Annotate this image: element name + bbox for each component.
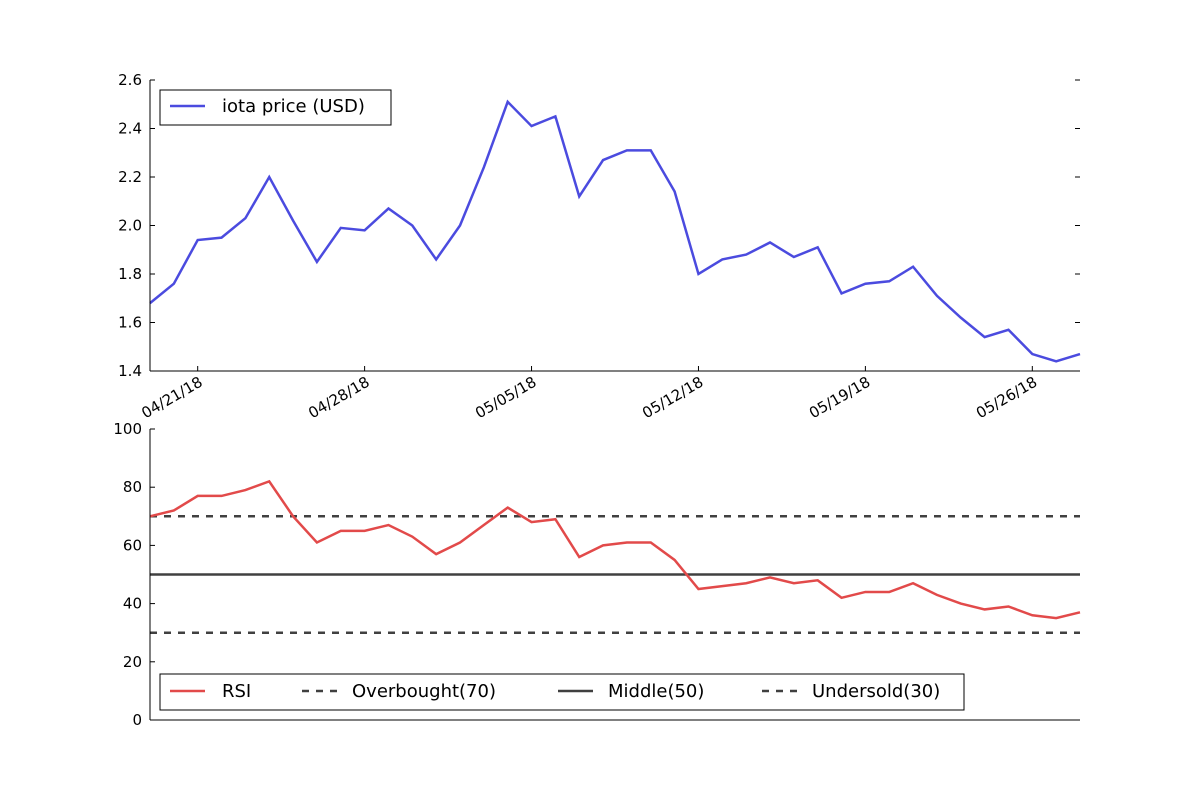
rsi-series-line <box>149 479 1081 620</box>
rsi-y-tick-label: 0 <box>132 711 142 729</box>
price-y-tick-label: 2.4 <box>118 120 142 138</box>
price-legend: iota price (USD) <box>159 89 392 126</box>
price-y-tick-label: 1.4 <box>118 362 142 380</box>
price-x-tick-label: 05/26/18 <box>973 373 1040 422</box>
undersold-legend-label: Undersold(30) <box>812 681 940 702</box>
price-x-tick-label: 05/12/18 <box>639 373 706 422</box>
price-y-tick-label: 2.0 <box>118 217 142 235</box>
rsi-y-tick-label: 80 <box>123 478 142 496</box>
price-y-tick-label: 1.8 <box>118 265 142 283</box>
rsi-chart-panel: 0 20 40 60 80 100 RSI Overbought(70) Middle(5… <box>113 420 1081 729</box>
rsi-y-tick-label: 20 <box>123 653 142 671</box>
price-y-tick-label: 2.6 <box>118 71 142 89</box>
price-x-tick-label: 05/19/18 <box>806 373 873 422</box>
rsi-legend: RSI Overbought(70) Middle(50) Undersold(… <box>159 673 965 711</box>
price-series-line <box>149 99 1081 363</box>
price-legend-box <box>159 89 392 126</box>
rsi-y-tick-label: 60 <box>123 536 142 554</box>
price-x-tick-label: 04/21/18 <box>138 373 205 422</box>
price-legend-label: iota price (USD) <box>222 96 365 117</box>
price-y-axis-ticks: 1.4 1.6 1.8 2.0 2.2 2.4 2.6 <box>118 71 1080 380</box>
middle-legend-label: Middle(50) <box>608 681 704 702</box>
rsi-y-tick-label: 100 <box>113 420 142 438</box>
price-chart-panel: 1.4 1.6 1.8 2.0 2.2 2.4 2.6 04/21/18 04/28/18 05… <box>118 71 1081 422</box>
price-x-axis-ticks: 04/21/18 04/28/18 05/05/18 05/12/18 05/19/18… <box>138 366 1040 422</box>
price-x-tick-label: 04/28/18 <box>305 373 372 422</box>
overbought-legend-label: Overbought(70) <box>352 681 496 702</box>
rsi-y-axis-ticks: 0 20 40 60 80 100 <box>113 420 155 729</box>
rsi-legend-label: RSI <box>222 681 251 702</box>
price-x-tick-label: 05/05/18 <box>472 373 539 422</box>
price-y-tick-label: 2.2 <box>118 168 142 186</box>
rsi-y-tick-label: 40 <box>123 595 142 613</box>
price-y-tick-label: 1.6 <box>118 314 142 332</box>
